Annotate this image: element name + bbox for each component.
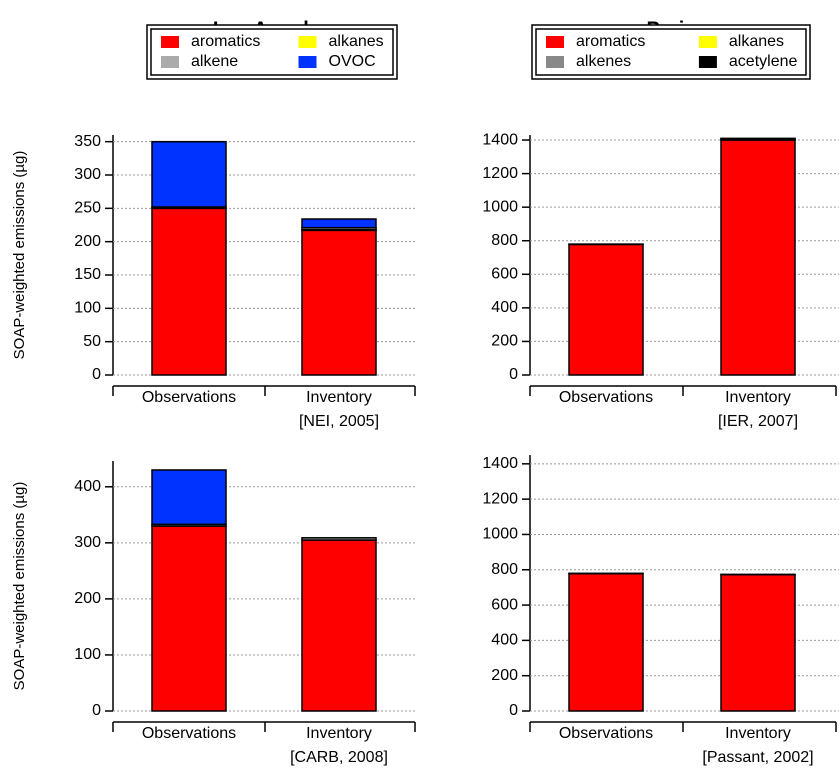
y-tick-label: 300: [74, 166, 101, 183]
legend-swatch: [698, 36, 717, 48]
y-tick-label: 1400: [482, 131, 518, 148]
bar-segment: [720, 137, 796, 140]
y-tick-label: 600: [491, 266, 518, 283]
y-tick-label: 0: [92, 366, 101, 383]
bar-segment: [301, 539, 377, 712]
y-tick-label: 0: [92, 702, 101, 719]
legend-frame: [531, 24, 811, 80]
x-tick-label: Observations: [559, 725, 653, 742]
x-tick-label: Observations: [559, 389, 653, 406]
bar-segment: [151, 525, 227, 712]
legend-swatch: [546, 36, 564, 48]
y-tick-label: 200: [74, 590, 101, 607]
y-tick-label: 1000: [482, 526, 518, 543]
bar-segment: [301, 229, 377, 376]
x-tick-note: [IER, 2007]: [718, 413, 798, 430]
legend-label: alkanes: [729, 33, 784, 50]
legend-label: acetylene: [729, 53, 798, 70]
bar-segment: [151, 469, 227, 526]
legend-swatch: [161, 36, 179, 48]
y-tick-label: 1000: [482, 198, 518, 215]
x-tick-label: Inventory: [306, 725, 372, 742]
y-tick-label: 100: [74, 646, 101, 663]
y-tick-label: 0: [509, 366, 518, 383]
legend-label: alkanes: [329, 33, 384, 50]
legend-label: aromatics: [191, 33, 260, 50]
y-tick-label: 200: [491, 667, 518, 684]
y-tick-label: 1200: [482, 165, 518, 182]
bar-segment: [301, 218, 377, 229]
y-tick-label: 600: [491, 596, 518, 613]
y-tick-label: 800: [491, 561, 518, 578]
y-tick-label: 150: [74, 266, 101, 283]
x-tick-label: Observations: [142, 725, 236, 742]
legend-label: aromatics: [576, 33, 645, 50]
y-tick-label: 200: [74, 233, 101, 250]
y-tick-label: 400: [491, 299, 518, 316]
legend-frame: [146, 24, 398, 80]
legend-swatch: [546, 56, 564, 68]
y-axis-label: SOAP-weighted emissions (µg): [11, 482, 28, 691]
y-tick-label: 50: [83, 333, 101, 350]
bar-segment: [720, 573, 796, 712]
y-tick-label: 100: [74, 300, 101, 317]
x-tick-label: Observations: [142, 389, 236, 406]
y-tick-label: 400: [491, 632, 518, 649]
bar-segment: [568, 243, 644, 376]
y-tick-label: 300: [74, 534, 101, 551]
bar-segment: [720, 139, 796, 376]
y-tick-label: 1200: [482, 490, 518, 507]
y-tick-label: 250: [74, 200, 101, 217]
x-tick-label: Inventory: [725, 725, 791, 742]
y-tick-label: 0: [509, 702, 518, 719]
bar-segment: [568, 572, 644, 712]
y-axis-label: SOAP-weighted emissions (µg): [11, 151, 28, 360]
bar-segment: [151, 140, 227, 208]
legend-frame-inner: [535, 28, 807, 76]
legend-swatch: [161, 56, 179, 68]
legend-swatch: [298, 36, 317, 48]
legend-frame-inner: [150, 28, 394, 76]
bar-segment: [151, 207, 227, 376]
x-tick-label: Inventory: [306, 389, 372, 406]
x-tick-label: Inventory: [725, 389, 791, 406]
legend-label: alkenes: [576, 53, 631, 70]
bar-segment: [301, 537, 377, 541]
legend-swatch: [698, 56, 717, 68]
legend-label: OVOC: [329, 53, 376, 70]
y-tick-label: 800: [491, 232, 518, 249]
x-tick-note: [Passant, 2002]: [702, 749, 813, 766]
y-tick-label: 350: [74, 133, 101, 150]
y-tick-label: 200: [491, 333, 518, 350]
legend-swatch: [298, 56, 317, 68]
legend-label: alkene: [191, 53, 238, 70]
y-tick-label: 400: [74, 478, 101, 495]
y-tick-label: 1400: [482, 455, 518, 472]
x-tick-note: [CARB, 2008]: [290, 749, 388, 766]
x-tick-note: [NEI, 2005]: [299, 413, 379, 430]
